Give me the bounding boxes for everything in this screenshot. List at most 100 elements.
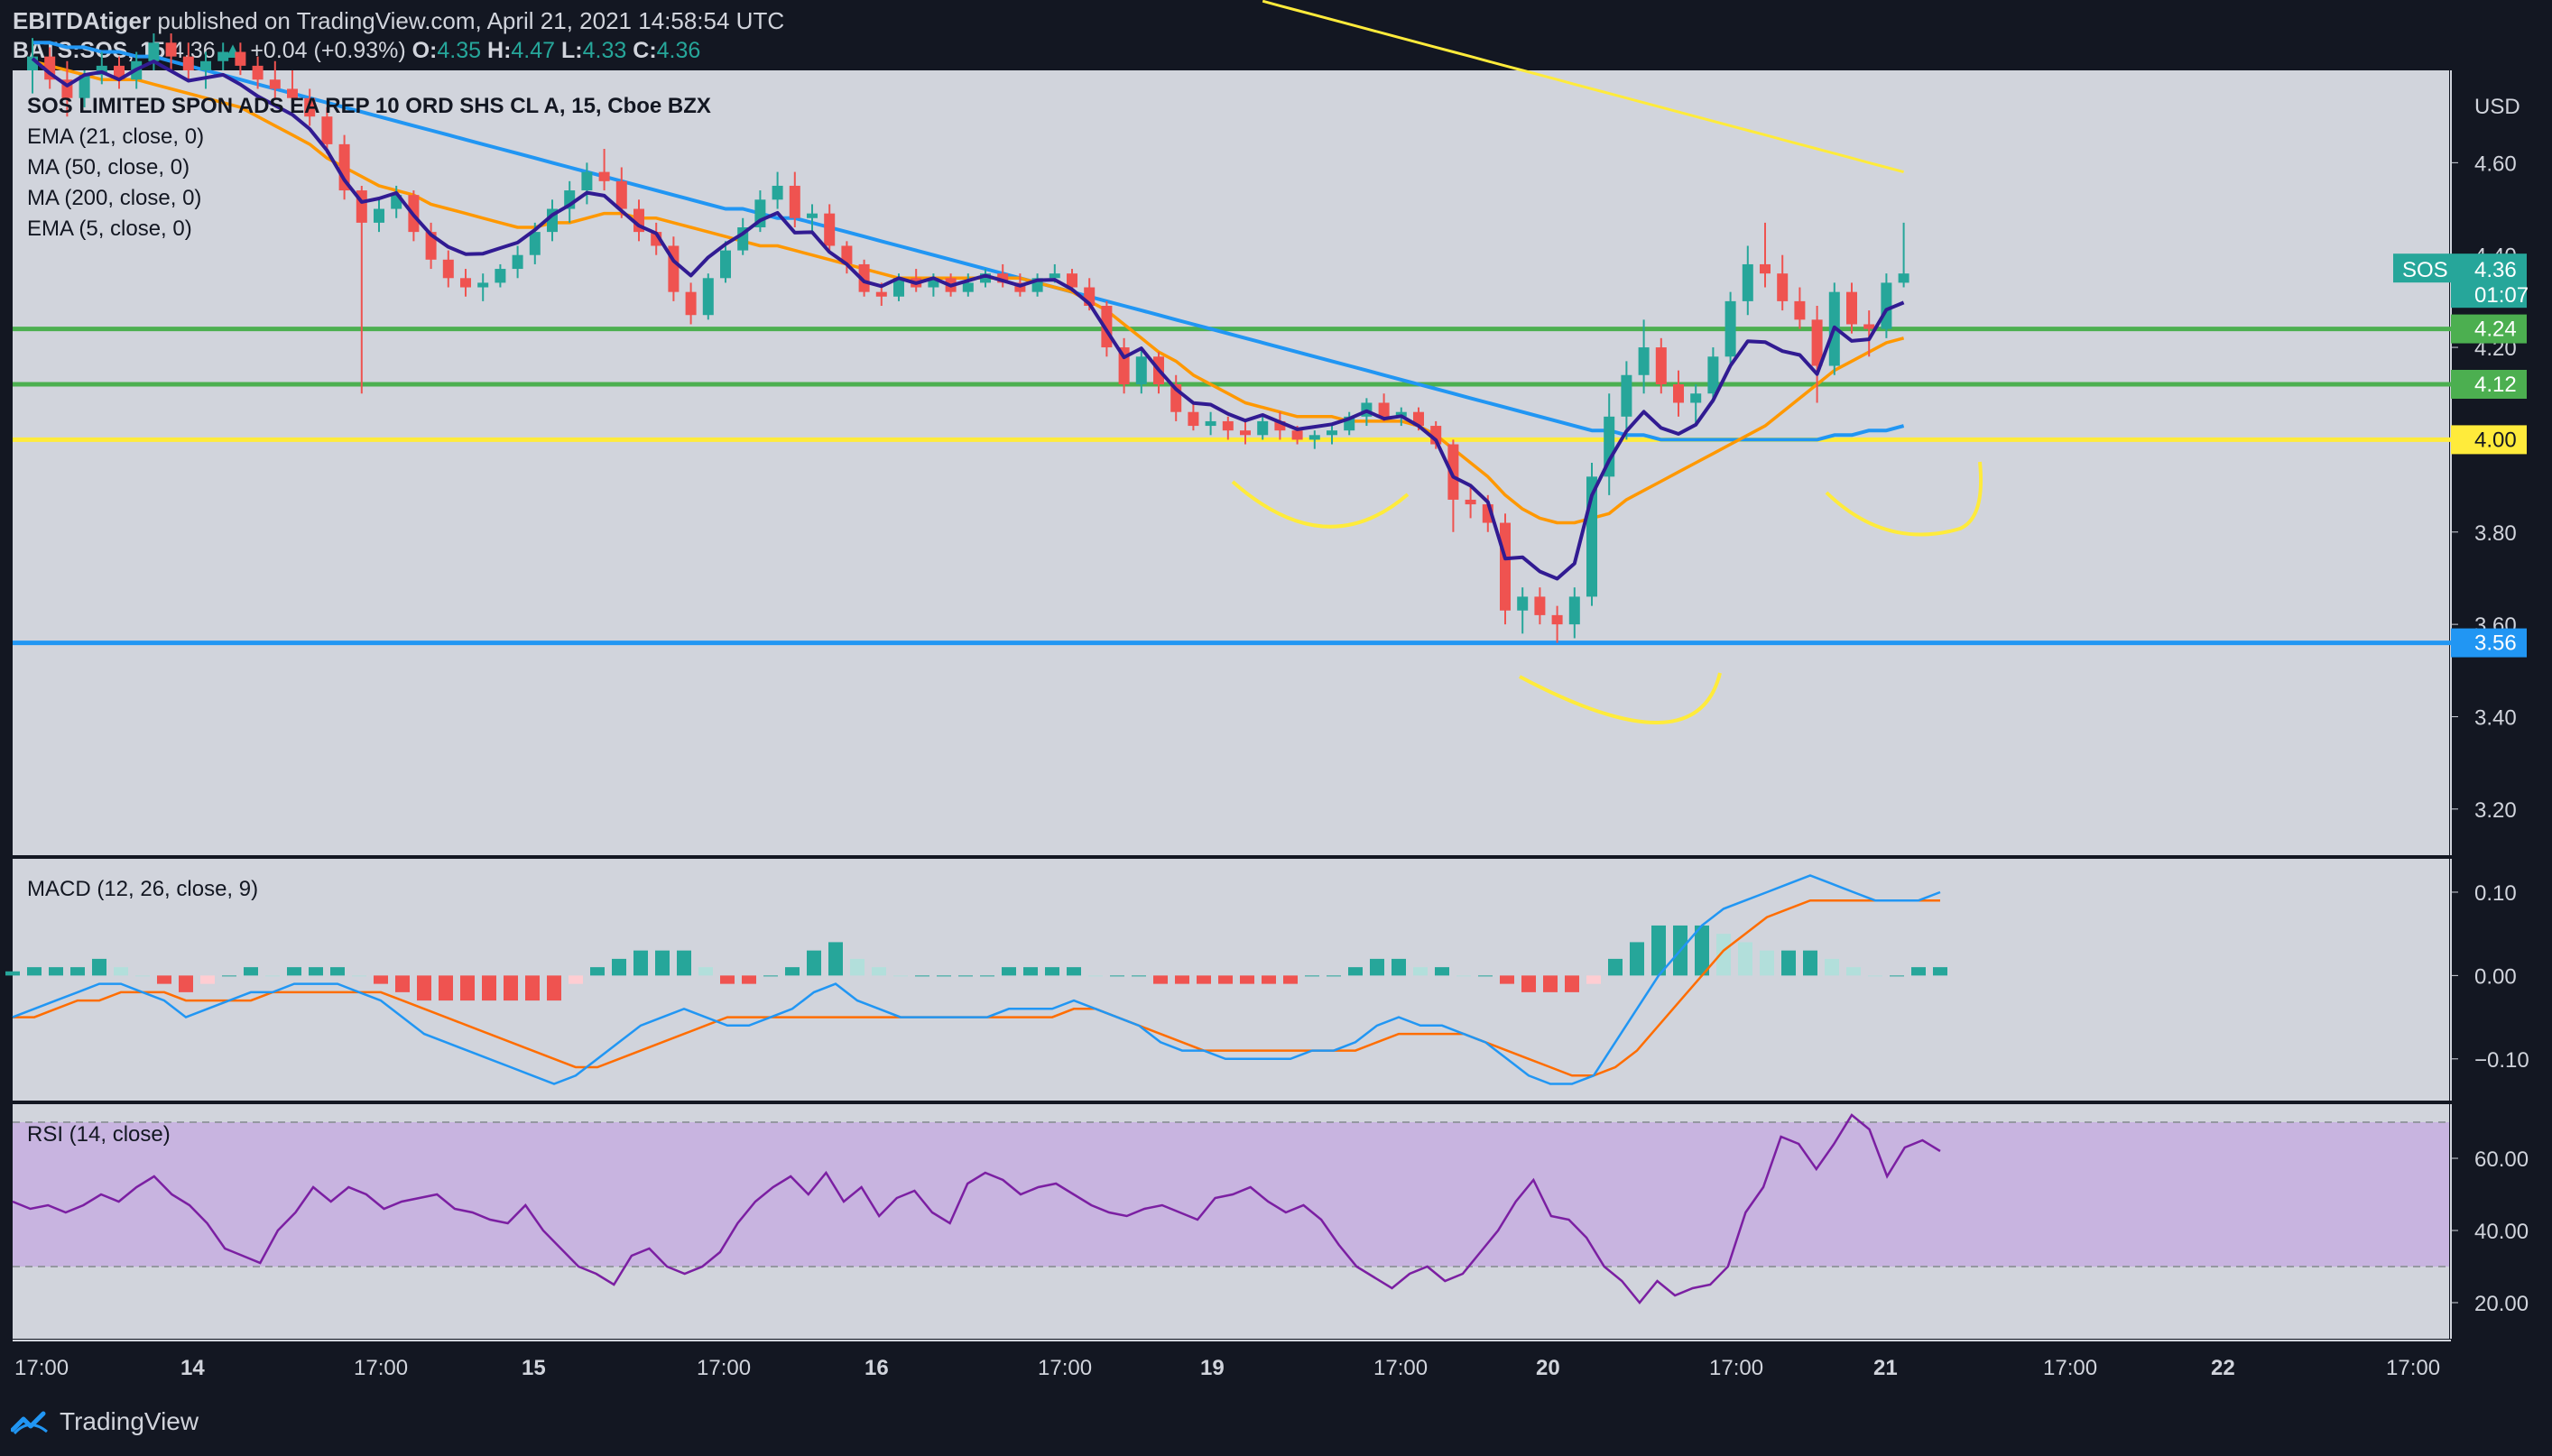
- macd-histogram-bar: [1240, 975, 1254, 984]
- macd-histogram-bar: [309, 967, 323, 976]
- candle-body: [425, 232, 437, 260]
- legend-macd[interactable]: MACD (12, 26, close, 9): [27, 877, 259, 901]
- level-price-tag: [2451, 314, 2527, 344]
- candle-body: [928, 278, 939, 288]
- macd-histogram-bar: [114, 967, 128, 976]
- low-label: L:: [561, 38, 583, 63]
- candle-body: [321, 116, 333, 144]
- macd-histogram-bar: [1327, 975, 1341, 977]
- last-price-tag: [2451, 253, 2527, 309]
- candle-body: [720, 250, 731, 279]
- tradingview-brand[interactable]: TradingView: [11, 1407, 199, 1436]
- price-pane-axis: [2451, 70, 2552, 855]
- candle-body: [807, 213, 818, 218]
- macd-tick-label: 0.10: [2474, 881, 2517, 906]
- macd-histogram-bar: [1283, 975, 1298, 984]
- macd-histogram-bar: [1543, 975, 1558, 992]
- candle-body: [598, 171, 610, 181]
- macd-histogram-bar: [655, 950, 670, 976]
- candle-body: [1465, 499, 1476, 505]
- tradingview-label: TradingView: [60, 1407, 199, 1435]
- macd-histogram-bar: [1911, 967, 1926, 976]
- macd-histogram-bar: [482, 975, 496, 1001]
- pattern-arc-right: [1825, 461, 1983, 537]
- macd-histogram-bar: [1738, 942, 1752, 976]
- high-label: H:: [487, 38, 512, 63]
- candle-body: [477, 282, 489, 288]
- legend-ema5[interactable]: EMA (5, close, 0): [27, 217, 192, 241]
- candle-body: [1777, 273, 1789, 301]
- candle-body: [1291, 430, 1303, 440]
- candle-body: [1604, 416, 1615, 477]
- candle-body: [962, 282, 974, 292]
- time-tick-label: 17:00: [354, 1356, 408, 1380]
- macd-histogram-bar: [179, 975, 193, 992]
- macd-histogram-bar: [590, 967, 605, 976]
- symbol-tag: [2393, 253, 2451, 283]
- macd-histogram-bar: [1132, 975, 1146, 977]
- macd-histogram-bar: [1651, 925, 1666, 976]
- macd-histogram-bar: [1370, 958, 1384, 976]
- rsi-tick-label: 20.00: [2474, 1292, 2529, 1316]
- candle-body: [824, 213, 836, 246]
- time-tick-label: 17:00: [2043, 1356, 2097, 1380]
- legend-ma200[interactable]: MA (200, close, 0): [27, 186, 202, 210]
- macd-histogram-bar: [1153, 975, 1168, 984]
- candle-body: [702, 278, 714, 316]
- candle-body: [997, 273, 1009, 283]
- candle-body: [615, 180, 627, 209]
- time-tick-label: 21: [1873, 1356, 1898, 1380]
- time-axis: [13, 1341, 2449, 1389]
- time-tick-label: 17:00: [1373, 1356, 1428, 1380]
- rsi-line: [12, 1113, 1941, 1304]
- candle-body: [252, 65, 264, 80]
- candle-body: [165, 42, 177, 57]
- macd-histogram-bar: [612, 958, 626, 976]
- low-value: 4.33: [582, 38, 627, 63]
- ema5-line: [31, 57, 1905, 581]
- price-tick-label: 3.40: [2474, 705, 2517, 730]
- macd-histogram-bar: [525, 975, 540, 1001]
- macd-histogram-bar: [785, 967, 800, 976]
- candle-body: [495, 269, 506, 283]
- time-tick-label: 17:00: [1709, 1356, 1763, 1380]
- legend-rsi[interactable]: RSI (14, close): [27, 1122, 171, 1147]
- macd-histogram-bar: [5, 971, 20, 976]
- level-price-tag-value: 3.56: [2474, 631, 2517, 656]
- macd-histogram-bar: [374, 975, 388, 984]
- candle-body: [1308, 435, 1320, 440]
- level-price-tag-value: 4.12: [2474, 373, 2517, 397]
- rsi-tick-label: 60.00: [2474, 1147, 2529, 1172]
- time-tick-label: 17:00: [1038, 1356, 1092, 1380]
- macd-histogram-bar: [1088, 975, 1103, 977]
- candle-body: [1568, 596, 1580, 625]
- macd-histogram-bar: [395, 975, 410, 992]
- candle-body: [529, 232, 541, 255]
- candle-body: [1500, 522, 1511, 611]
- candle-body: [1049, 273, 1060, 279]
- candle-body: [1794, 300, 1806, 320]
- legend-ema21[interactable]: EMA (21, close, 0): [27, 124, 205, 149]
- macd-histogram-bar: [200, 975, 215, 984]
- legend-ma50[interactable]: MA (50, close, 0): [27, 155, 190, 180]
- macd-histogram-bar: [70, 967, 85, 976]
- candle-body: [1240, 430, 1251, 436]
- macd-histogram-bar: [1500, 975, 1514, 984]
- macd-histogram-bar: [504, 975, 518, 1001]
- open-label: O:: [411, 38, 438, 63]
- level-price-tag-value: 4.24: [2474, 318, 2517, 342]
- time-tick-label: 17:00: [2386, 1356, 2440, 1380]
- author-name[interactable]: EBITDAtiger: [13, 7, 152, 34]
- macd-histogram-bar: [1002, 967, 1016, 976]
- candle-body: [460, 278, 471, 288]
- macd-histogram-bar: [720, 975, 735, 984]
- macd-histogram-bar: [980, 975, 994, 977]
- candle-body: [858, 263, 870, 292]
- candle-body: [1517, 596, 1529, 611]
- macd-histogram-bar: [1608, 958, 1623, 976]
- macd-histogram-bar: [915, 975, 929, 977]
- pattern-arc-left: [1231, 480, 1410, 529]
- macd-histogram-bar: [828, 942, 843, 976]
- macd-histogram-bar: [1846, 967, 1861, 976]
